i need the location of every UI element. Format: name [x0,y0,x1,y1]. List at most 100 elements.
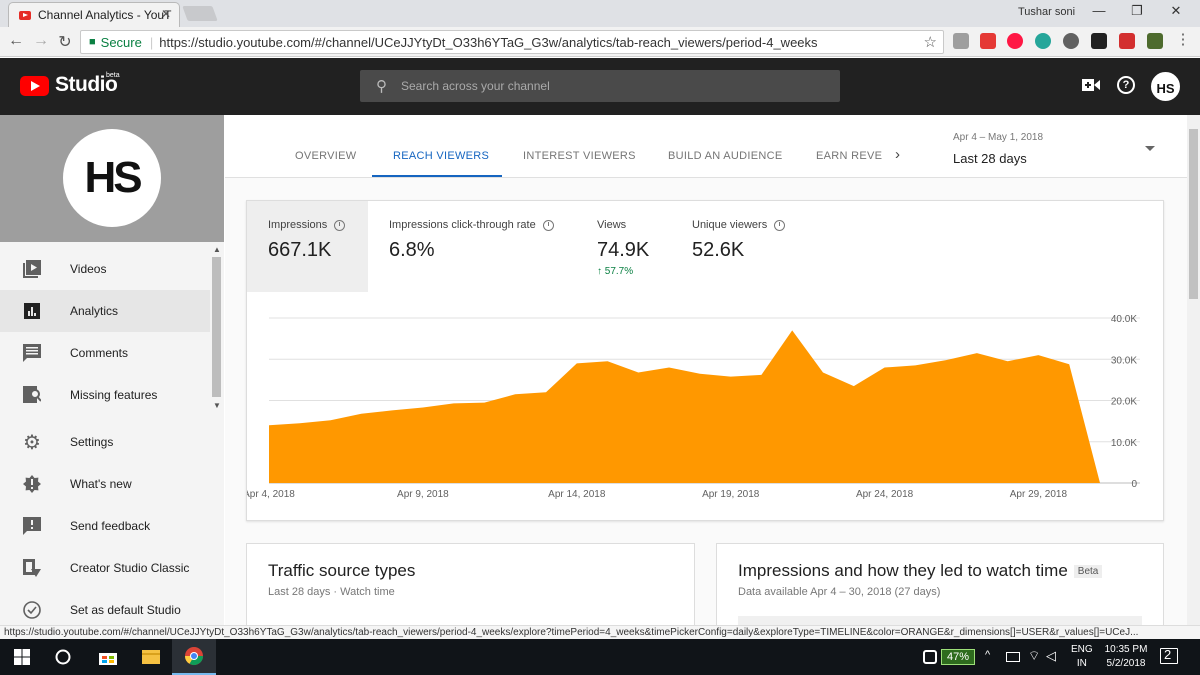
studio-logo-text[interactable]: Studio [55,73,118,96]
reload-button[interactable]: ↻ [58,34,72,51]
tab-earn-revenue[interactable]: EARN REVE [816,150,883,162]
chrome-menu-icon[interactable]: ⋮ [1175,31,1191,48]
tab-build-an-audience[interactable]: BUILD AN AUDIENCE [668,150,783,162]
metric-label: Impressions [268,219,347,231]
help-icon[interactable]: ? [1117,76,1135,94]
info-icon[interactable] [334,219,346,231]
page-scrollbar[interactable] [1187,115,1200,625]
sidebar-item-send-feedback[interactable]: Send feedback [0,505,210,547]
maximize-button[interactable]: ❐ [1131,3,1143,18]
channel-logo[interactable]: HS [63,129,161,227]
impressions-area-chart[interactable]: 0 10.0K 20.0K 30.0K 40.0K Apr 4, 2018 Apr 9, 2… [247,301,1163,506]
sidebar-item-comments[interactable]: Comments [0,332,210,374]
sidebar-item-label: Videos [70,262,107,276]
tab-close-icon[interactable]: ✕ [160,7,171,21]
sidebar-item-missing-features[interactable]: Missing features [0,374,210,416]
sidebar-item-videos[interactable]: Videos [0,248,210,290]
youtube-favicon-icon [19,10,31,20]
extension-icon[interactable] [953,33,969,49]
extension-icon[interactable] [980,33,996,49]
classic-icon [22,558,42,578]
date-period-label[interactable]: Last 28 days [953,151,1027,166]
sidebar-item-label: Set as default Studio [70,603,181,617]
sidebar-item-label: Creator Studio Classic [70,561,190,575]
beta-badge: Beta [1073,565,1103,579]
search-input[interactable]: ⚲ Search across your channel [360,70,840,102]
page-scroll-thumb[interactable] [1189,129,1198,299]
language-region: IN [1076,658,1087,669]
videos-icon [22,259,42,279]
cortana-icon[interactable] [41,639,85,675]
store-icon[interactable] [86,639,130,675]
minimize-button[interactable]: — [1092,3,1106,18]
reach-chart-card: Impressions 667.1K Impressions click-thr… [246,200,1164,521]
window-close-button[interactable]: ✕ [1170,3,1182,18]
windows-start-icon[interactable] [0,639,44,675]
extension-icon[interactable] [1147,33,1163,49]
profile-name[interactable]: Tushar soni [1018,6,1076,18]
system-clock[interactable]: 10:35 PM 5/2/2018 [1100,643,1152,671]
forward-button[interactable]: → [33,32,49,49]
sidebar-item-settings[interactable]: ⚙ Settings [0,421,210,463]
new-tab-button[interactable] [182,6,218,21]
address-bar[interactable]: ■ Secure | https://studio.youtube.com/#/… [80,30,944,54]
back-button[interactable]: ← [8,32,24,49]
sidebar-item-analytics[interactable]: Analytics [0,290,210,332]
language-indicator[interactable]: ENG IN [1071,643,1093,671]
extension-icon[interactable] [1063,33,1079,49]
metric-views[interactable]: Views 74.9K ↑ 57.7% [576,201,671,292]
notifications-icon[interactable] [1160,648,1178,664]
metric-ctr[interactable]: Impressions click-through rate 6.8% [368,201,576,292]
chevron-down-icon[interactable] [1145,146,1155,151]
avatar[interactable]: HS [1151,72,1180,101]
sidebar-item-label: Comments [70,346,129,360]
bookmark-star-icon[interactable]: ☆ [923,34,937,51]
sidebar-item-creator-studio-classic[interactable]: Creator Studio Classic [0,547,210,589]
security-tray-icon[interactable] [923,650,937,664]
browser-tab[interactable]: Channel Analytics - YouT ✕ [8,2,180,27]
file-explorer-icon[interactable] [129,639,173,675]
sidebar-item-label: Analytics [70,304,119,318]
info-icon[interactable] [774,219,786,231]
sidebar-scroll-thumb[interactable] [212,257,221,397]
metric-label: Views [597,219,650,231]
wifi-icon[interactable]: ⌔ [1028,648,1041,663]
volume-icon[interactable]: ◁ [1046,648,1056,663]
sidebar-scrollbar[interactable]: ▲ ▼ [211,245,223,413]
opera-icon[interactable] [1007,33,1023,49]
metric-impressions[interactable]: Impressions 667.1K [247,201,368,292]
url-text[interactable]: https://studio.youtube.com/#/channel/UCe… [159,34,818,50]
chevron-right-icon[interactable]: › [895,146,900,163]
extension-icon[interactable] [1035,33,1051,49]
address-separator: | [149,34,154,50]
comments-icon [22,343,42,363]
browser-tab-strip: Channel Analytics - YouT ✕ Tushar soni —… [0,0,1200,27]
search-icon: ⚲ [376,78,387,95]
card-subtitle: Data available Apr 4 – 30, 2018 (27 days… [738,586,941,598]
amazon-icon[interactable] [1091,33,1107,49]
sidebar-item-whats-new[interactable]: What's new [0,463,210,505]
create-video-icon[interactable] [1082,78,1100,92]
impressions-area-series [269,330,1100,483]
metric-unique-viewers[interactable]: Unique viewers 52.6K [671,201,851,292]
chrome-taskbar-icon[interactable] [172,639,216,675]
tray-expand-icon[interactable]: ^ [985,649,991,661]
pdf-icon[interactable] [1119,33,1135,49]
metric-label: Impressions click-through rate [389,219,555,231]
youtube-logo-icon[interactable] [20,76,49,96]
battery-tray-icon[interactable] [1006,652,1020,662]
info-icon[interactable] [542,219,554,231]
tab-reach-viewers[interactable]: REACH VIEWERS [393,150,490,162]
tab-overview[interactable]: OVERVIEW [295,150,357,162]
metric-value: 667.1K [268,239,332,261]
gear-icon: ⚙ [23,431,41,454]
feedback-icon [22,516,42,536]
scroll-down-icon[interactable]: ▼ [213,401,221,410]
tab-interest-viewers[interactable]: INTEREST VIEWERS [523,150,636,162]
sidebar-item-set-default-studio[interactable]: Set as default Studio [0,589,210,625]
tab-title: Channel Analytics - YouT [38,8,172,22]
battery-indicator[interactable]: 47% [941,649,975,665]
active-tab-indicator [372,175,502,177]
scroll-up-icon[interactable]: ▲ [213,245,221,254]
date-range-text[interactable]: Apr 4 – May 1, 2018 [953,132,1044,143]
